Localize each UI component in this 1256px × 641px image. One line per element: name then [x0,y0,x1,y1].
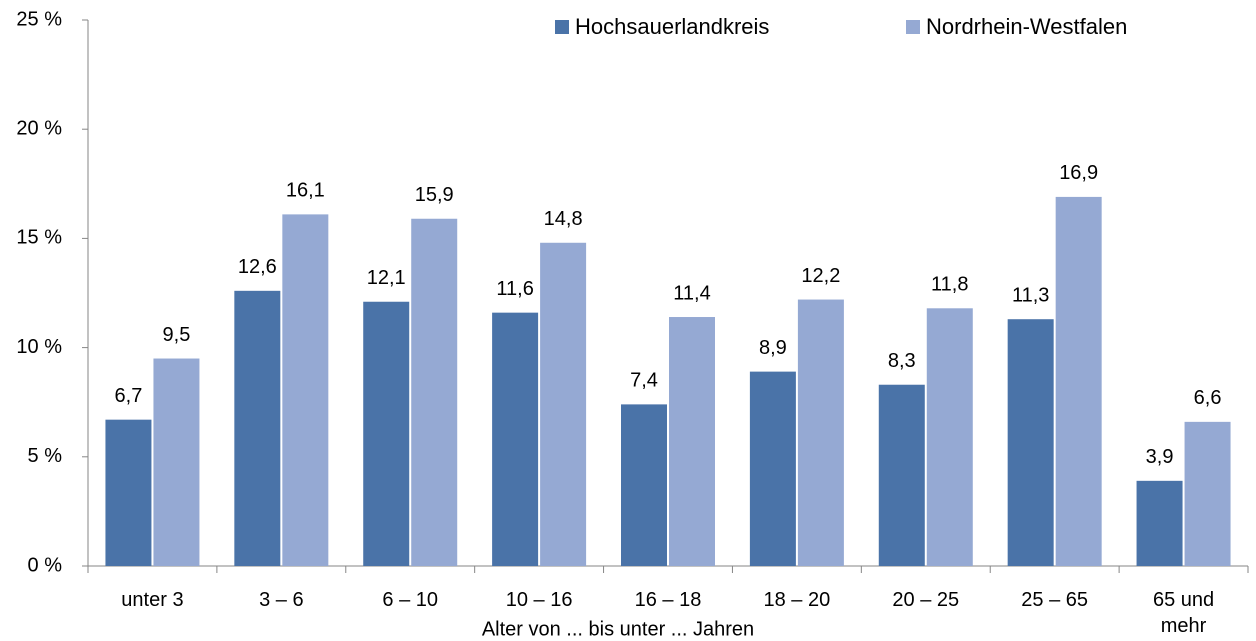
y-tick-label: 10 % [16,336,62,358]
value-label: 12,6 [238,256,277,278]
bar [797,299,844,566]
value-label: 12,2 [801,265,840,287]
y-tick-label: 15 % [16,227,62,249]
legend-label: Nordrhein-Westfalen [926,14,1127,39]
bar [926,308,973,566]
x-tick-label: 65 und mehr [1152,589,1215,637]
x-axis-label: Alter von ... bis unter ... Jahren [482,618,754,640]
value-label: 7,4 [630,370,658,392]
bar [1055,196,1102,567]
value-label: 14,8 [544,208,583,230]
value-label: 11,3 [1012,284,1049,306]
x-tick-label: 3 – 6 [259,589,304,611]
bar [749,371,796,566]
value-label: 9,5 [163,324,191,346]
bar [669,317,715,566]
bar [363,301,410,566]
bar [282,214,329,566]
value-label: 11,8 [931,274,968,296]
value-label: 8,3 [888,350,916,372]
bar [234,290,281,566]
bar [540,242,587,566]
legend-swatch [906,20,920,34]
legend-label: Hochsauerlandkreis [575,14,769,39]
value-label: 8,9 [759,337,787,359]
x-tick-label: 25 – 65 [1021,589,1089,611]
value-label: 6,7 [115,385,143,407]
bar [1007,319,1054,566]
value-label: 16,1 [286,180,325,202]
x-tick-label: 6 – 10 [382,589,439,611]
x-tick-label: unter 3 [121,589,184,611]
bar [105,419,152,566]
x-tick-label: 18 – 20 [763,589,831,611]
bar [1136,480,1183,566]
bar [153,358,200,566]
x-tick-label: 20 – 25 [892,589,960,611]
value-label: 6,6 [1194,387,1222,409]
bar [878,384,925,566]
value-label: 11,4 [673,282,710,304]
value-label: 16,9 [1059,162,1098,184]
y-tick-label: 20 % [16,117,62,139]
x-tick-label: 16 – 18 [634,589,702,611]
value-label: 3,9 [1146,446,1174,468]
y-tick-label: 25 % [16,8,62,30]
value-label: 12,1 [367,267,406,289]
x-tick-label: 10 – 16 [505,589,573,611]
y-tick-label: 0 % [28,554,63,576]
legend-swatch [555,20,569,34]
bar [621,404,667,566]
value-label: 11,6 [496,278,533,300]
bar [492,312,539,566]
bar [1184,421,1231,566]
y-tick-label: 5 % [28,445,63,467]
bar [411,218,458,566]
value-label: 15,9 [415,184,454,206]
